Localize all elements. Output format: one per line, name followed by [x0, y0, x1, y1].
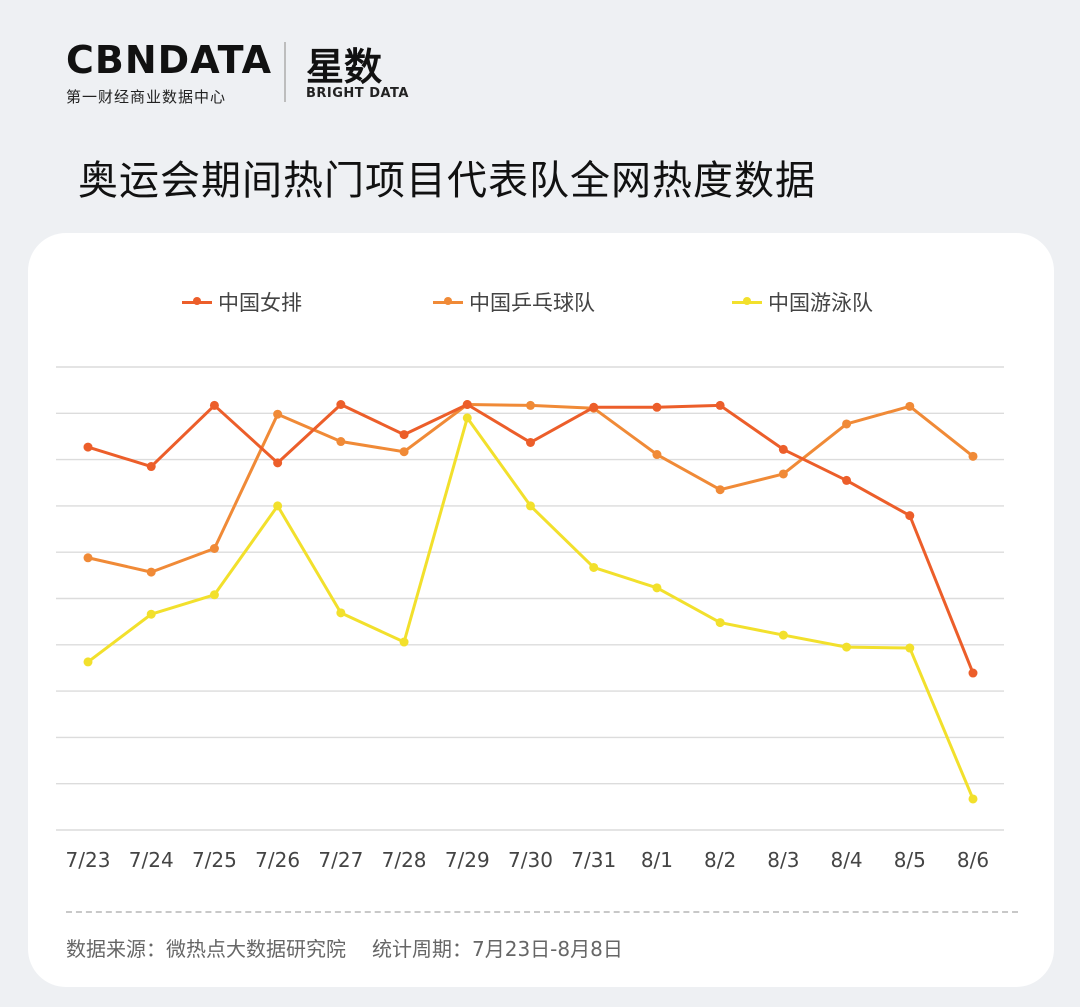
x-tick-label: 8/4 [830, 848, 862, 872]
data-point [778, 630, 788, 640]
x-tick-label: 7/23 [66, 848, 111, 872]
x-tick-label: 7/30 [508, 848, 553, 872]
x-tick-label: 7/24 [129, 848, 174, 872]
data-point [842, 419, 852, 429]
data-point [83, 553, 93, 563]
data-point [146, 609, 156, 619]
series-line [87, 416, 975, 800]
data-point [905, 643, 915, 653]
data-point [462, 413, 472, 423]
data-point [209, 543, 219, 553]
data-point [715, 485, 725, 495]
data-point [209, 590, 219, 600]
data-point [652, 402, 662, 412]
x-tick-label: 7/29 [445, 848, 490, 872]
x-tick-label: 7/25 [192, 848, 237, 872]
data-point [336, 400, 346, 410]
legend-item-volleyball: 中国女排 [182, 289, 302, 315]
page-title: 奥运会期间热门项目代表队全网热度数据 [78, 158, 816, 204]
data-point [968, 451, 978, 461]
legend-item-swimming: 中国游泳队 [732, 289, 873, 315]
data-point [336, 608, 346, 618]
brand-tagline-en: BRIGHT DATA [306, 86, 409, 101]
data-point [842, 642, 852, 652]
data-point [399, 447, 409, 457]
series-2 [83, 413, 978, 804]
series-1 [83, 400, 978, 577]
brand-name-cn: 星数 [306, 45, 383, 89]
data-point [209, 400, 219, 410]
data-point [336, 437, 346, 447]
legend-label-volleyball: 中国女排 [218, 291, 302, 315]
data-point [146, 462, 156, 472]
data-source: 数据来源：微热点大数据研究院 [66, 937, 346, 961]
data-point [526, 501, 535, 511]
x-tick-label: 7/28 [382, 848, 427, 872]
stat-period: 统计周期：7月23日-8月8日 [372, 937, 623, 961]
data-point [905, 511, 915, 521]
x-tick-label: 7/31 [571, 848, 616, 872]
chart-card [28, 233, 1054, 987]
data-point [462, 400, 472, 410]
data-point [83, 442, 93, 452]
data-point [652, 450, 662, 460]
data-point [715, 400, 725, 410]
data-point [273, 501, 283, 511]
x-tick-label: 8/1 [641, 848, 673, 872]
legend-swatch-table-tennis [433, 297, 463, 305]
data-point [146, 567, 156, 577]
series-0 [83, 400, 978, 678]
data-point [83, 657, 93, 667]
data-point [905, 401, 915, 411]
x-tick-label: 7/27 [318, 848, 363, 872]
legend-swatch-volleyball [182, 297, 212, 305]
x-tick-label: 7/26 [255, 848, 300, 872]
x-tick-label: 8/2 [704, 848, 736, 872]
brand-tagline-cn: 第一财经商业数据中心 [66, 88, 227, 106]
data-point [778, 469, 788, 479]
footer-note: 数据来源：微热点大数据研究院 统计周期：7月23日-8月8日 [66, 933, 623, 962]
legend-item-table-tennis: 中国乒乓球队 [433, 289, 595, 315]
data-point [778, 444, 788, 454]
data-point [273, 409, 283, 419]
data-point [589, 562, 599, 572]
data-point [526, 437, 535, 447]
data-point [399, 637, 409, 647]
x-tick-label: 8/5 [894, 848, 926, 872]
series-line [87, 403, 974, 574]
legend-swatch-swimming [732, 297, 762, 305]
data-point [399, 430, 409, 440]
legend-label-swimming: 中国游泳队 [768, 291, 873, 315]
data-point [968, 794, 978, 804]
data-point [526, 400, 535, 410]
data-point [589, 402, 599, 412]
data-point [842, 475, 852, 485]
footer-divider [66, 911, 1018, 913]
data-point [968, 668, 978, 678]
brand-name-en: CBNDATA [66, 38, 273, 82]
gridlines [56, 366, 1004, 831]
legend-label-table-tennis: 中国乒乓球队 [469, 291, 595, 315]
data-point [715, 618, 725, 628]
data-point [652, 583, 662, 593]
x-tick-label: 8/6 [957, 848, 989, 872]
brand-divider [284, 42, 286, 102]
x-tick-label: 8/3 [767, 848, 799, 872]
data-point [273, 458, 283, 468]
